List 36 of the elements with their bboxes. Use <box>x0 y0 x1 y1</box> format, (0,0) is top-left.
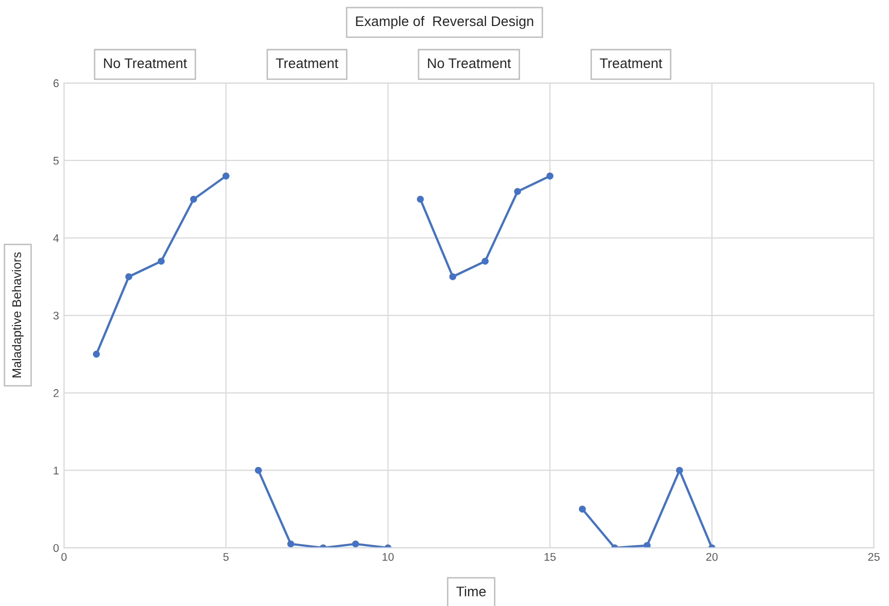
point <box>676 466 683 474</box>
point <box>416 196 424 203</box>
y-tick-label: 0 <box>53 544 59 552</box>
point <box>287 540 294 548</box>
text: Treatment <box>600 58 662 68</box>
y-tick-label: 5 <box>53 156 59 165</box>
text: Treatment <box>276 58 338 68</box>
x-tick-label: 15 <box>544 553 556 561</box>
point <box>158 258 165 265</box>
point <box>644 542 651 548</box>
y-axis-title: Maladaptive Behaviors <box>12 252 24 378</box>
y-tick-label: 6 <box>54 79 59 88</box>
y-tick-label: 2 <box>54 389 59 397</box>
x-tick-label: 20 <box>706 552 718 561</box>
y-tick-label: 1 <box>54 466 59 474</box>
x-tick-label: 10 <box>382 552 394 561</box>
x-axis-title: Time <box>456 586 486 596</box>
point <box>254 466 262 474</box>
y-tick-label: 3 <box>53 312 59 320</box>
x-tick-label: 0 <box>61 552 67 561</box>
point <box>352 540 360 548</box>
x-tick-label: 5 <box>223 553 229 561</box>
chart-title: Example of Reversal Design <box>356 16 534 29</box>
text: No Treatment <box>104 58 187 68</box>
point <box>514 188 522 195</box>
y-tick-label: 4 <box>53 234 59 242</box>
point <box>92 350 100 358</box>
point <box>125 273 132 280</box>
point <box>190 196 198 203</box>
point <box>546 172 554 180</box>
point <box>449 273 456 280</box>
point <box>482 258 489 265</box>
point <box>578 506 586 513</box>
x-tick-label: 25 <box>868 552 880 561</box>
point <box>222 172 230 180</box>
text: No Treatment <box>428 58 511 68</box>
